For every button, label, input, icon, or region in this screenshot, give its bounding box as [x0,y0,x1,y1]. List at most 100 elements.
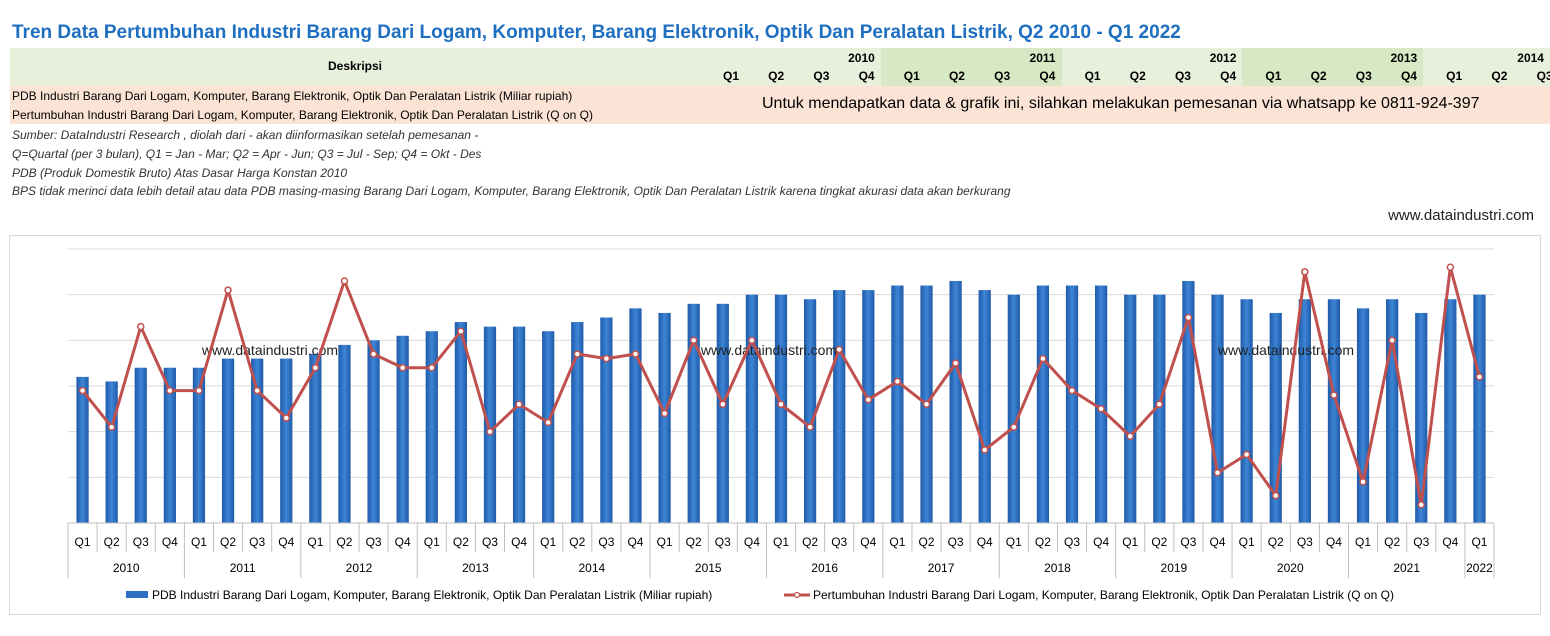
growth-point [631,350,640,358]
quarter-label: Q2 [1310,69,1327,83]
year-label: 2010 [848,51,875,65]
chart-frame [9,235,1541,615]
x-tick-label: Q1 [1122,535,1138,549]
quarter-label: Q3 [813,69,830,83]
x-tick-label: Q1 [307,535,323,549]
quarter-label: Q2 [1491,69,1508,83]
growth-point [1184,313,1193,322]
order-note: Untuk mendapatkan data & grafik ini, sil… [762,95,1480,112]
x-tick-label: Q3 [482,535,498,549]
x-tick-label: Q3 [715,535,731,549]
x-tick-label: Q2 [336,535,352,549]
bar [280,358,293,523]
growth-point [1010,423,1018,431]
bar [454,322,467,523]
growth-point [951,359,960,367]
bar [745,294,759,523]
growth-point [428,363,436,372]
x-tick-label: Q4 [278,535,294,549]
quarter-label: Q4 [1220,69,1237,83]
bar [1211,294,1224,523]
x-tick-label: Q3 [1064,535,1080,549]
year-column-2011: 2011 Q1 Q2 Q3 Q4 [880,48,1062,86]
bar [833,290,846,523]
bar [1386,299,1399,523]
quarter-label: Q2 [768,69,785,83]
growth-point [369,350,378,358]
bar [309,354,322,523]
growth-point [311,363,320,372]
bar [512,326,526,523]
x-year-label: 2012 [346,561,373,575]
bar [425,331,438,523]
growth-point [166,386,174,395]
bar [862,290,875,523]
x-tick-label: Q3 [598,535,614,549]
bar [600,317,613,523]
bar [629,308,642,523]
growth-point [137,322,145,331]
x-tick-label: Q2 [802,535,818,549]
growth-point [282,414,291,422]
growth-point [398,363,407,372]
bar [1473,294,1486,523]
growth-point [748,336,756,345]
bar [105,381,118,523]
x-tick-label: Q1 [1355,535,1371,549]
quarter-label: Q3 [994,69,1011,83]
x-year-label: 2016 [811,561,838,575]
x-tick-label: Q2 [220,535,236,549]
growth-point [602,354,611,363]
growth-point [1417,500,1425,509]
x-tick-label: Q1 [75,535,91,549]
growth-point [1446,263,1455,272]
growth-point [1039,354,1047,363]
growth-point [1271,491,1280,500]
bar [1007,294,1020,523]
bar [483,326,497,523]
x-tick-label: Q1 [424,535,440,549]
growth-point [1213,469,1222,477]
year-label: 2012 [1209,51,1237,65]
legend-line-label: Pertumbuhan Industri Barang Dari Logam, … [813,588,1394,602]
quarter-label: Q2 [1129,69,1146,83]
growth-point [107,423,116,431]
growth-point [1155,400,1164,409]
growth-point [544,418,552,427]
bar [221,358,235,523]
quarter-label: Q4 [858,69,875,83]
x-year-label: 2015 [695,561,722,575]
x-tick-label: Q4 [860,535,876,549]
year-column-2010: 2010 Q1 Q2 Q3 Q4 [700,48,881,86]
growth-point [1097,405,1105,413]
bar [978,290,991,523]
x-year-label: 2021 [1393,561,1420,575]
x-tick-label: Q2 [453,535,469,549]
quarter-label: Q1 [1265,69,1282,83]
growth-point [893,377,902,386]
growth-point [1359,478,1367,486]
growth-point [980,446,989,454]
x-tick-label: Q4 [162,535,178,549]
x-tick-label: Q3 [249,535,265,549]
x-tick-label: Q4 [744,535,760,549]
bar [1095,285,1108,523]
x-tick-label: Q1 [1239,535,1255,549]
bar [658,312,671,523]
growth-point [806,423,814,431]
quarter-label: Q4 [1400,69,1417,83]
row-label-pdb: PDB Industri Barang Dari Logam, Komputer… [12,89,573,103]
bar [1444,299,1457,523]
x-tick-label: Q1 [540,535,556,549]
x-tick-label: Q3 [133,535,149,549]
row-label-growth: Pertumbuhan Industri Barang Dari Logam, … [12,108,593,122]
note-quarter: Q=Quartal (per 3 bulan), Q1 = Jan - Mar;… [12,147,482,161]
page-title: Tren Data Pertumbuhan Industri Barang Da… [12,22,1181,43]
x-year-label: 2022 [1466,561,1493,575]
x-year-label: 2014 [578,561,605,575]
bar [542,331,555,523]
year-column-2014: 2014 Q1 Q2 Q3 [1423,48,1550,86]
bar [1327,299,1341,523]
growth-point [1388,336,1396,345]
growth-point [719,400,727,409]
